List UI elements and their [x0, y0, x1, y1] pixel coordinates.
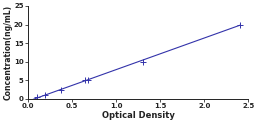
X-axis label: Optical Density: Optical Density	[102, 111, 174, 120]
Y-axis label: Concentration(ng/mL): Concentration(ng/mL)	[3, 5, 12, 100]
Point	[59, 89, 63, 91]
Point	[43, 94, 47, 96]
Point	[140, 61, 144, 63]
Point	[83, 79, 87, 81]
Point	[35, 96, 39, 98]
Point	[238, 24, 242, 26]
Point	[86, 79, 90, 81]
